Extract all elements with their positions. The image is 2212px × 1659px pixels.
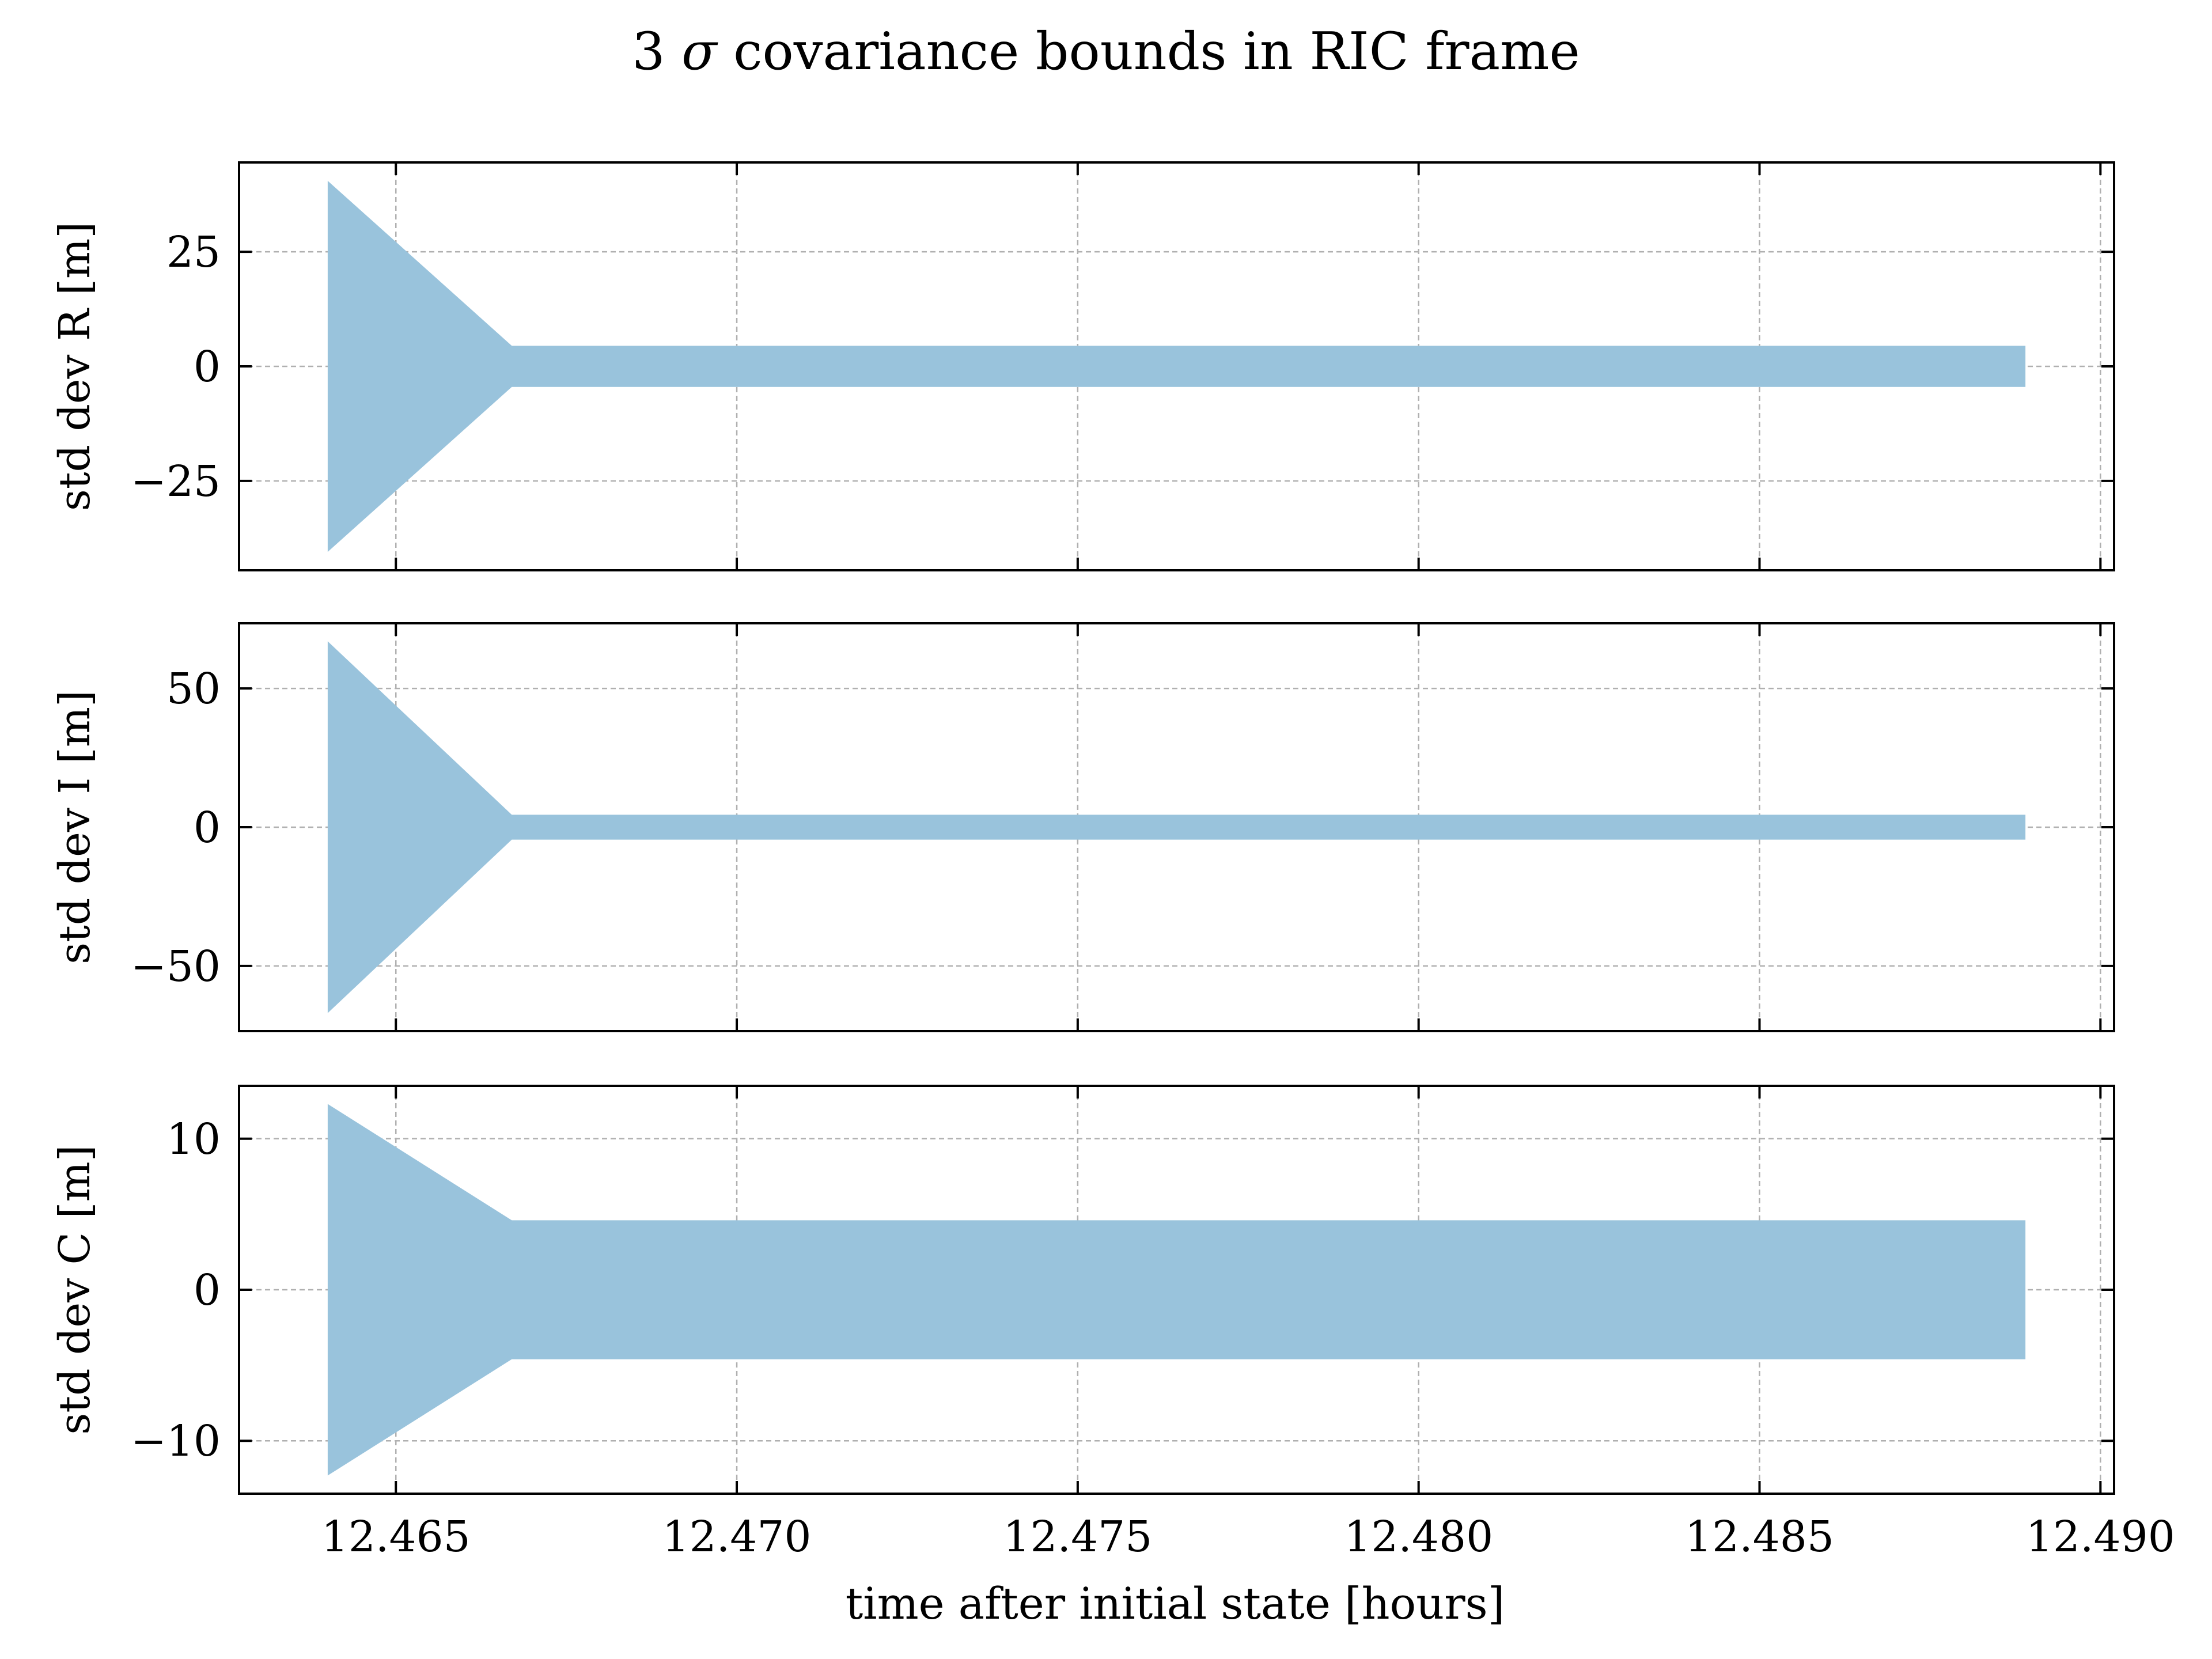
y-tick-label-i-2: 50 (166, 664, 221, 714)
y-tick-label-i-0: −50 (131, 942, 221, 991)
x-tick-label-c-5: 12.490 (2026, 1512, 2175, 1562)
y-axis-label-c: std dev C [m] (50, 1145, 100, 1434)
subplot-r: −25 0 25 std dev R [m] (50, 161, 2115, 571)
covariance-band-c (327, 1104, 2026, 1476)
x-tick-label-c-2: 12.475 (1003, 1512, 1152, 1562)
y-tick-label-r-1: 0 (194, 342, 221, 392)
subplot-c: 12.465 12.470 12.475 12.480 12.485 12.490 −10 0… (50, 1085, 2175, 1562)
y-tick-label-r-2: 25 (166, 228, 221, 277)
y-axis-label-i: std dev I [m] (50, 690, 100, 964)
covariance-band-i (327, 641, 2026, 1013)
covariance-band-r (327, 180, 2026, 552)
x-tick-label-c-4: 12.485 (1685, 1512, 1834, 1562)
y-axis-label-r: std dev R [m] (50, 222, 100, 511)
y-tick-label-c-2: 10 (166, 1115, 221, 1164)
subplot-i: −50 0 50 std dev I [m] (50, 622, 2115, 1032)
y-tick-label-i-1: 0 (194, 803, 221, 853)
x-axis-label: time after initial state [hours] (846, 1578, 1505, 1629)
title-prefix: 3 (632, 21, 681, 82)
x-tick-label-c-1: 12.470 (662, 1512, 812, 1562)
title-suffix: covariance bounds in RIC frame (717, 21, 1580, 82)
y-tick-label-c-0: −10 (131, 1416, 221, 1466)
chart-title: 3 σ covariance bounds in RIC frame (632, 21, 1580, 82)
x-tick-label-c-0: 12.465 (321, 1512, 471, 1562)
y-tick-label-r-0: −25 (131, 457, 221, 506)
title-sigma: σ (681, 21, 718, 82)
x-tick-label-c-3: 12.480 (1344, 1512, 1493, 1562)
y-tick-label-c-1: 0 (194, 1266, 221, 1315)
